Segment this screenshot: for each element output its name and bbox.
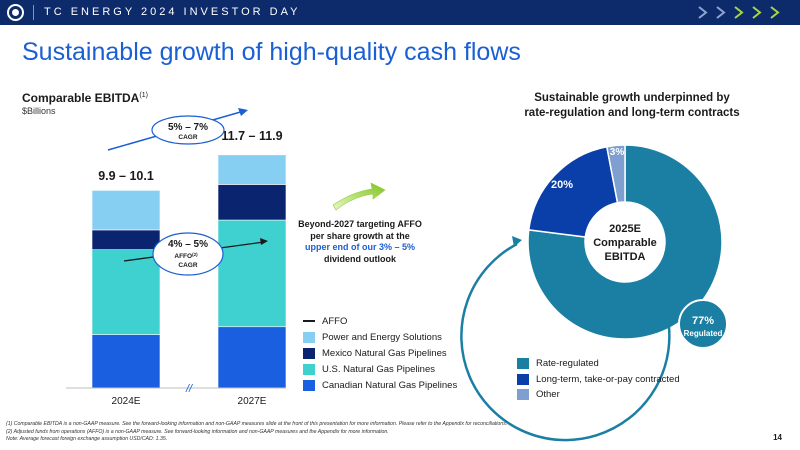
- total-label-2024e: 9.9 – 10.1: [98, 169, 154, 183]
- chart-units: $Billions: [22, 106, 56, 116]
- event-title: TC ENERGY 2024 INVESTOR DAY: [44, 6, 301, 18]
- legend-label: AFFO: [322, 315, 348, 327]
- legend-item-us: U.S. Natural Gas Pipelines: [303, 361, 457, 377]
- header-bar: TC ENERGY 2024 INVESTOR DAY: [0, 0, 800, 25]
- footnote-2: (2) Adjusted funds from operations (AFFO…: [6, 428, 389, 435]
- page-number: 14: [773, 433, 782, 442]
- green-growth-arrow-icon: [332, 182, 386, 211]
- donut-circular-arrow: [460, 242, 671, 442]
- chevron-arrows-icon: [698, 6, 780, 19]
- callout-line3: upper end of our 3% – 5%: [304, 242, 416, 252]
- legend-item-take-or-pay: Long-term, take-or-pay contracted: [517, 372, 680, 388]
- ebitda-growth-arrowhead: [238, 108, 248, 116]
- ebitda-bars: [91, 154, 287, 389]
- callout-line1: Beyond-2027 targeting AFFO: [298, 219, 422, 229]
- slice-label-other: 3%: [610, 147, 625, 158]
- page-title: Sustainable growth of high-quality cash …: [22, 38, 521, 66]
- legend-label: Long-term, take-or-pay contracted: [536, 373, 680, 385]
- legend-item-power: Power and Energy Solutions: [303, 329, 457, 345]
- legend-swatch: [517, 358, 529, 370]
- beyond-2027-callout: Beyond-2027 targeting AFFO per share gro…: [296, 219, 424, 265]
- callout-line2: per share growth at the: [310, 230, 410, 241]
- footnote-1: (1) Comparable EBITDA is a non-GAAP meas…: [6, 421, 508, 427]
- affo-label: AFFO(2): [174, 252, 198, 260]
- legend-swatch: [303, 331, 315, 343]
- legend-swatch: [303, 347, 315, 359]
- affo-growth-arrowhead: [260, 238, 268, 245]
- header-divider: [33, 5, 34, 20]
- donut-title-line2: rate-regulation and long-term contracts: [524, 107, 740, 119]
- footnotes: (1) Comparable EBITDA is a non-GAAP meas…: [6, 421, 507, 444]
- bar-us-2024e: [91, 249, 161, 335]
- donut-title: Sustainable growth underpinned by rate-r…: [502, 91, 762, 121]
- bar-mexico-2024e: [91, 229, 161, 250]
- legend-label: U.S. Natural Gas Pipelines: [322, 363, 435, 375]
- bar-legend: AFFO Power and Energy Solutions Mexico N…: [303, 313, 457, 393]
- callout-line4: dividend outlook: [324, 253, 396, 264]
- bar-power-2024e: [91, 190, 161, 231]
- regulated-badge-label: Regulated: [684, 329, 723, 338]
- affo-cagr-value: 4% – 5%: [168, 239, 208, 250]
- ebitda-donut: [527, 144, 723, 340]
- tc-energy-logo-icon: [7, 4, 24, 21]
- legend-swatch: [517, 373, 529, 385]
- regulated-badge: [678, 299, 728, 349]
- donut-title-line1: Sustainable growth underpinned by: [534, 92, 730, 104]
- legend-label: Rate-regulated: [536, 358, 599, 370]
- footnote-note: Note: Average forecast foreign exchange …: [6, 436, 168, 442]
- category-label-2027e: 2027E: [238, 396, 267, 407]
- legend-swatch: [303, 363, 315, 375]
- axis-break-marker: //: [185, 383, 193, 395]
- chart-title: Comparable EBITDA(1): [22, 91, 148, 105]
- slice-label-take-or-pay: 20%: [551, 179, 573, 191]
- affo-cagr-label: CAGR: [178, 262, 197, 269]
- bar-us-2027e: [217, 219, 287, 328]
- affo-cagr-bubble: [152, 232, 224, 276]
- legend-line-swatch: [303, 320, 315, 322]
- legend-label: Other: [536, 389, 560, 401]
- legend-swatch: [303, 379, 315, 391]
- donut-center-year: 2025E: [609, 223, 641, 235]
- donut-center: [585, 202, 665, 282]
- bar-canadian-2027e: [217, 326, 287, 389]
- category-label-2024e: 2024E: [112, 396, 141, 407]
- ebitda-cagr-value: 5% – 7%: [168, 122, 208, 133]
- legend-label: Canadian Natural Gas Pipelines: [322, 379, 458, 391]
- bar-canadian-2024e: [91, 334, 161, 389]
- regulated-badge-value: 77%: [692, 315, 714, 327]
- donut-legend: Rate-regulated Long-term, take-or-pay co…: [517, 356, 680, 403]
- legend-label: Power and Energy Solutions: [322, 331, 442, 343]
- ebitda-cagr-label: CAGR: [178, 134, 197, 141]
- legend-item-rate-regulated: Rate-regulated: [517, 356, 680, 372]
- donut-circular-arrowhead: [512, 236, 522, 247]
- ebitda-cagr-bubble: [151, 115, 225, 145]
- donut-center-line2: Comparable: [593, 237, 657, 249]
- legend-item-canadian: Canadian Natural Gas Pipelines: [303, 377, 457, 393]
- legend-item-mexico: Mexico Natural Gas Pipelines: [303, 345, 457, 361]
- donut-center-line3: EBITDA: [605, 251, 646, 263]
- legend-item-other: Other: [517, 387, 680, 403]
- total-label-2027e: 11.7 – 11.9: [221, 129, 282, 143]
- bar-power-2027e: [217, 154, 287, 185]
- bar-mexico-2027e: [217, 184, 287, 221]
- legend-swatch: [517, 389, 529, 401]
- legend-item-affo: AFFO: [303, 313, 457, 329]
- legend-label: Mexico Natural Gas Pipelines: [322, 347, 447, 359]
